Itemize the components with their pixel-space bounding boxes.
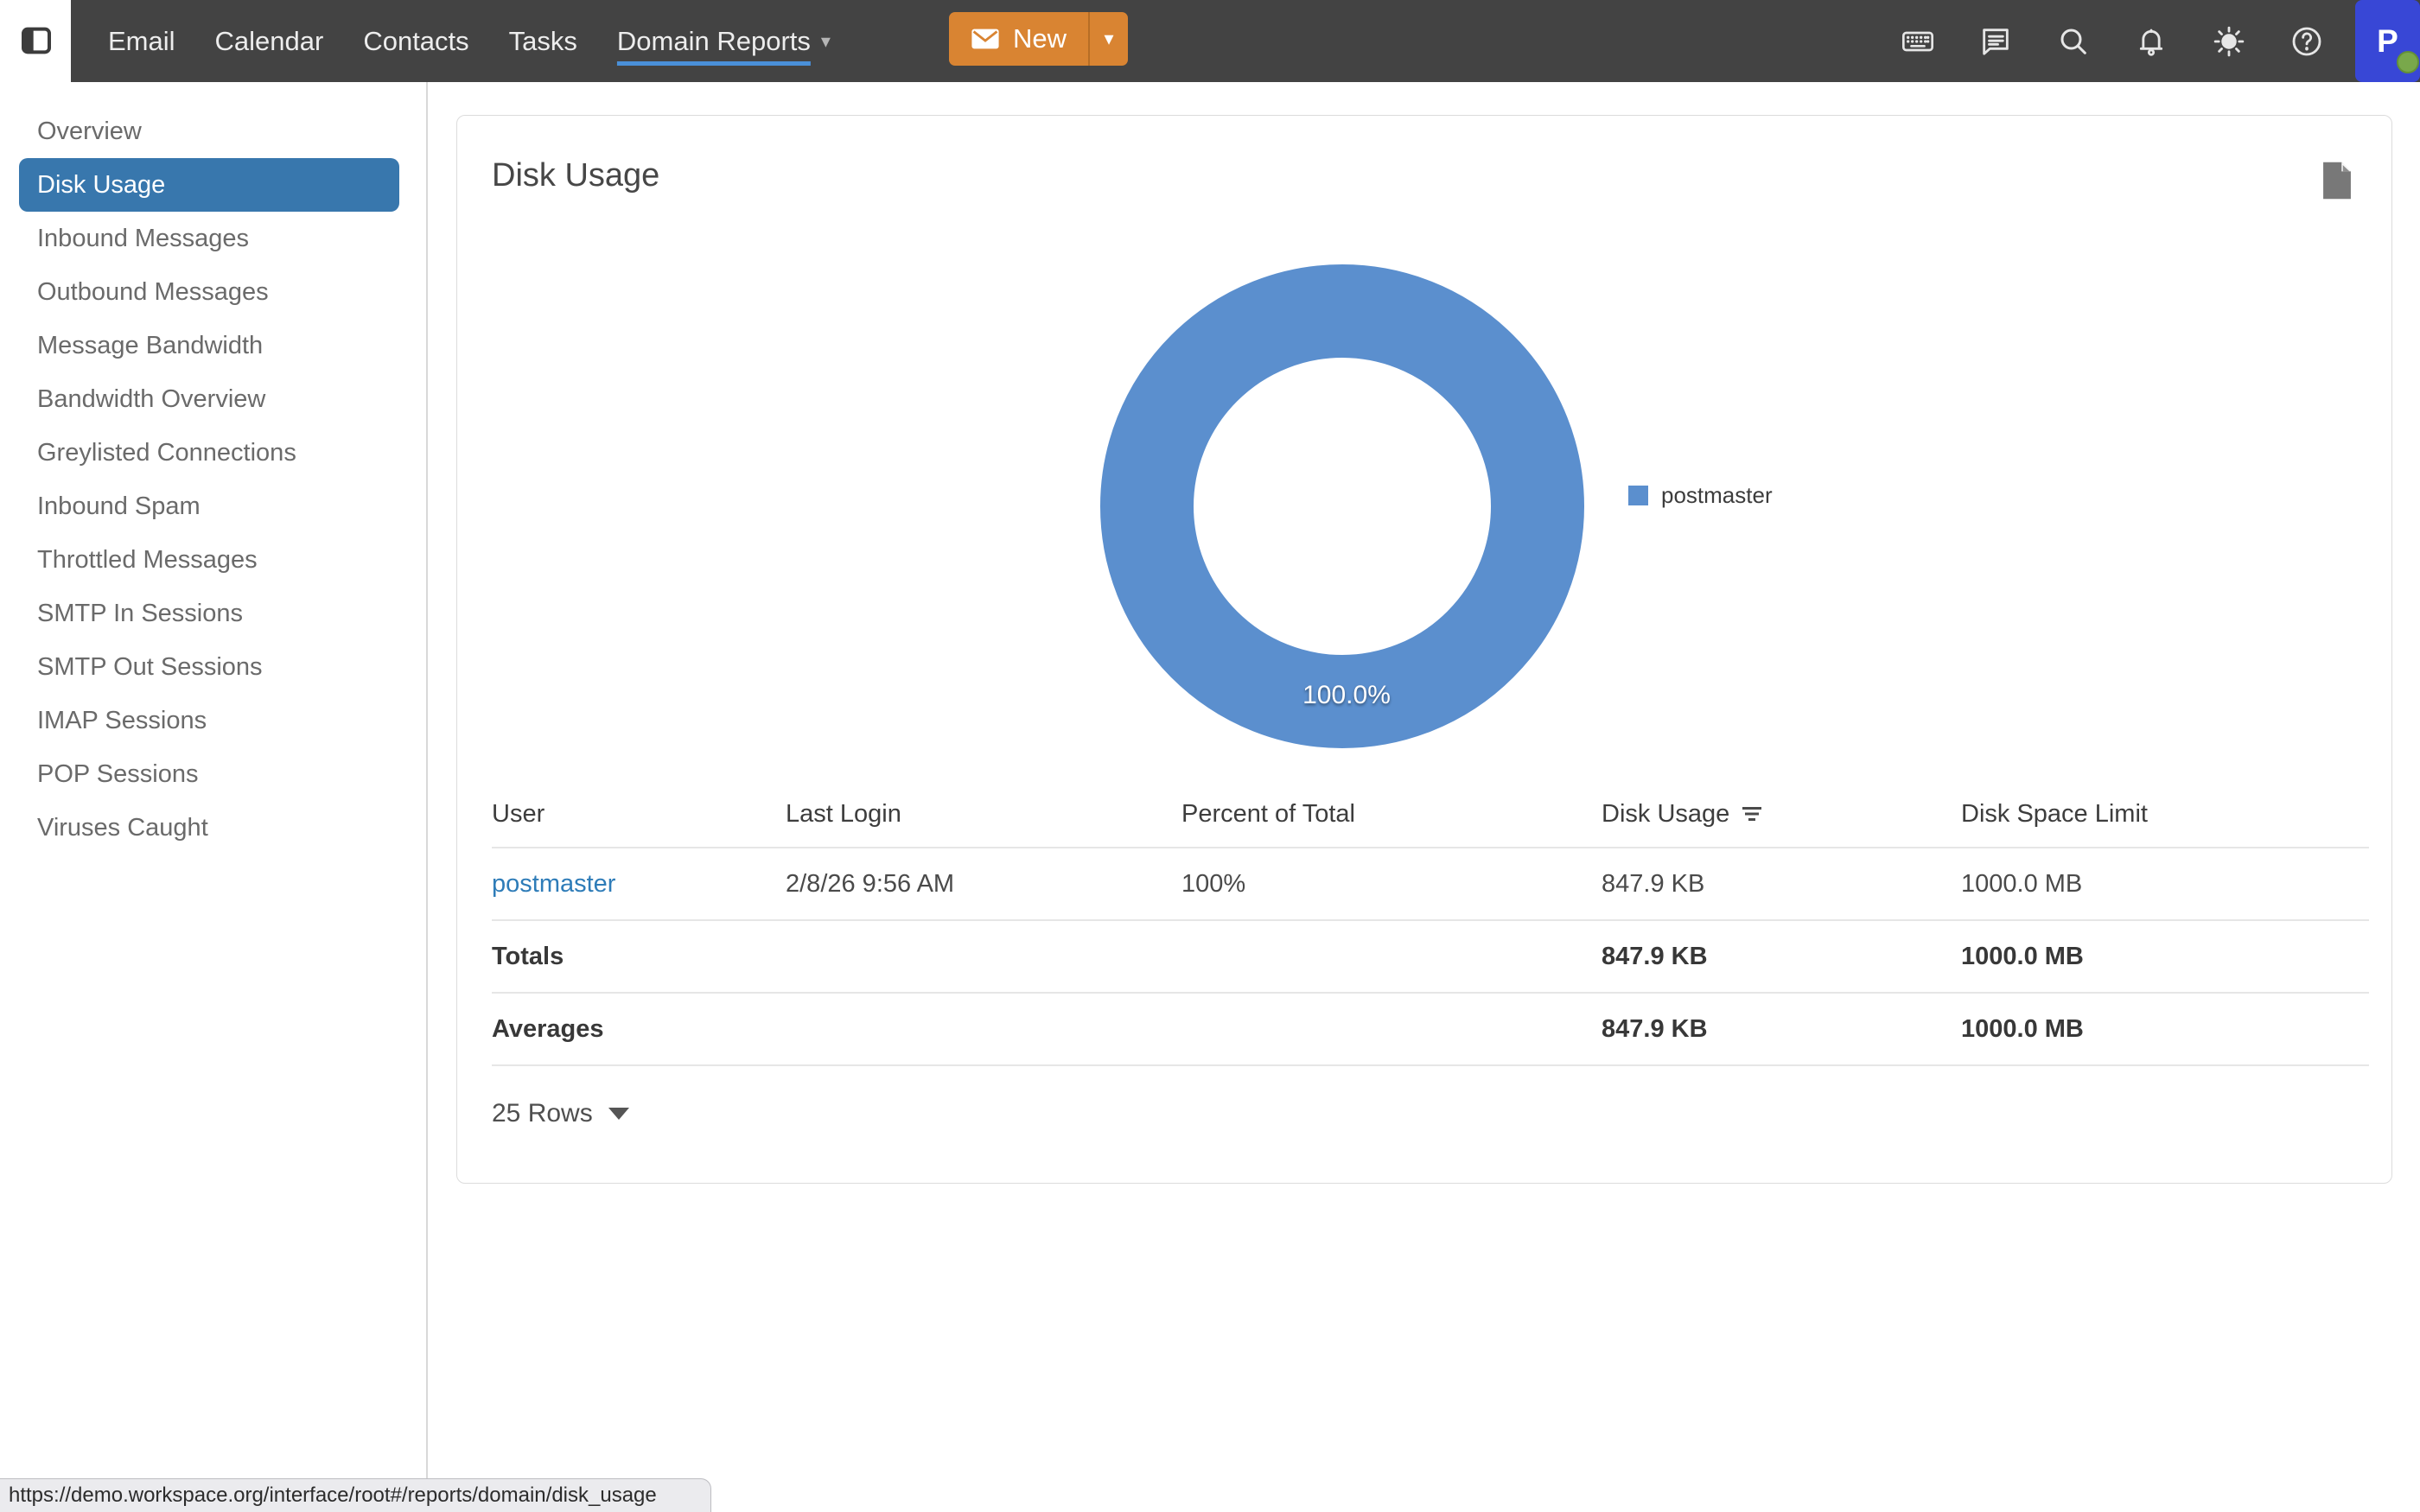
table-row: postmaster 2/8/26 9:56 AM 100% 847.9 KB … (492, 848, 2369, 921)
sidebar-item-disk-usage[interactable]: Disk Usage (19, 158, 399, 212)
column-header-disk-usage-label: Disk Usage (1602, 799, 1730, 828)
chevron-down-icon (608, 1108, 629, 1120)
sidebar-item-viruses-caught[interactable]: Viruses Caught (37, 813, 208, 842)
column-header-disk-space-limit[interactable]: Disk Space Limit (1961, 799, 2148, 828)
user-link-postmaster[interactable]: postmaster (492, 869, 616, 898)
nav-item-contacts[interactable]: Contacts (363, 25, 469, 56)
new-button[interactable]: New (949, 12, 1089, 66)
sidebar-item-bandwidth-overview[interactable]: Bandwidth Overview (37, 384, 266, 413)
nav-menu: Email Calendar Contacts Tasks Domain Rep… (108, 0, 831, 82)
cell-disk-usage: 847.9 KB (1602, 869, 1705, 898)
top-navbar: Email Calendar Contacts Tasks Domain Rep… (71, 0, 2420, 82)
nav-item-domain-reports[interactable]: Domain Reports ▾ (617, 26, 831, 57)
donut-chart[interactable] (1100, 264, 1584, 748)
averages-disk-usage: 847.9 KB (1602, 1014, 1708, 1043)
disk-usage-table: User Last Login Percent of Total Disk Us… (492, 781, 2369, 1066)
table-totals-row: Totals 847.9 KB 1000.0 MB (492, 921, 2369, 994)
nav-item-tasks[interactable]: Tasks (508, 25, 577, 56)
brightness-icon[interactable] (2212, 24, 2246, 59)
nav-icon-group (1901, 0, 2324, 82)
rows-per-page-label: 25 Rows (492, 1099, 593, 1128)
envelope-icon (971, 29, 999, 49)
link-preview-url: https://demo.workspace.org/interface/roo… (9, 1483, 657, 1507)
nav-item-email[interactable]: Email (108, 25, 175, 56)
column-header-last-login[interactable]: Last Login (786, 799, 901, 828)
new-dropdown-button[interactable]: ▾ (1088, 12, 1129, 66)
cell-percent-of-total: 100% (1181, 869, 1246, 898)
chevron-down-icon: ▾ (820, 29, 831, 52)
table-averages-row: Averages 847.9 KB 1000.0 MB (492, 994, 2369, 1066)
totals-label: Totals (492, 942, 564, 970)
link-preview-statusbar: https://demo.workspace.org/interface/roo… (0, 1478, 711, 1512)
new-split-button: New ▾ (949, 12, 1129, 66)
rows-per-page-selector[interactable]: 25 Rows (492, 1099, 629, 1128)
sidebar-list: Overview Disk Usage Inbound Messages Out… (0, 105, 426, 854)
sidebar-item-imap-sessions[interactable]: IMAP Sessions (37, 706, 207, 734)
donut-slice-label: 100.0% (1302, 681, 1391, 709)
sidebar-toggle-icon[interactable] (19, 23, 54, 58)
averages-disk-space-limit: 1000.0 MB (1961, 1014, 2084, 1043)
sidebar-item-message-bandwidth[interactable]: Message Bandwidth (37, 331, 264, 359)
column-header-disk-usage[interactable]: Disk Usage (1602, 800, 1961, 829)
presence-status-dot (2397, 51, 2419, 73)
nav-item-calendar[interactable]: Calendar (214, 25, 324, 56)
sidebar-item-outbound-messages[interactable]: Outbound Messages (37, 277, 269, 306)
sidebar-item-throttled-messages[interactable]: Throttled Messages (37, 545, 258, 574)
sidebar-item-smtp-out-sessions[interactable]: SMTP Out Sessions (37, 652, 263, 681)
chart-legend-item[interactable]: postmaster (1628, 482, 1773, 509)
avatar[interactable]: P (2355, 0, 2420, 82)
search-icon[interactable] (2056, 24, 2091, 59)
sidebar-item-smtp-in-sessions[interactable]: SMTP In Sessions (37, 599, 244, 627)
export-report-icon[interactable] (2319, 161, 2355, 200)
totals-disk-usage: 847.9 KB (1602, 942, 1708, 970)
sidebar-item-pop-sessions[interactable]: POP Sessions (37, 759, 199, 788)
new-button-label: New (1013, 23, 1067, 54)
cell-last-login: 2/8/26 9:56 AM (786, 869, 955, 898)
keyboard-icon[interactable] (1901, 24, 1935, 59)
nav-item-domain-reports-label: Domain Reports (616, 25, 811, 56)
sidebar-item-inbound-messages[interactable]: Inbound Messages (37, 224, 250, 252)
sidebar-item-greylisted-connections[interactable]: Greylisted Connections (37, 438, 296, 467)
totals-disk-space-limit: 1000.0 MB (1961, 942, 2084, 970)
column-header-percent-of-total[interactable]: Percent of Total (1181, 799, 1355, 828)
table-header-row: User Last Login Percent of Total Disk Us… (492, 781, 2369, 848)
navbar-corner (0, 0, 71, 82)
disk-usage-card: Disk Usage 100.0% postmaster User Last L… (456, 115, 2392, 1184)
column-header-user[interactable]: User (492, 799, 545, 828)
report-sidebar: Overview Disk Usage Inbound Messages Out… (0, 82, 426, 854)
help-icon[interactable] (2289, 24, 2324, 59)
cell-disk-space-limit: 1000.0 MB (1961, 869, 2083, 898)
sort-filter-icon (1742, 807, 1762, 821)
sidebar-item-inbound-spam[interactable]: Inbound Spam (37, 492, 201, 520)
chat-icon[interactable] (1978, 24, 2013, 59)
avatar-initial: P (2377, 22, 2398, 59)
sidebar-item-overview[interactable]: Overview (37, 117, 142, 145)
page-title: Disk Usage (492, 157, 660, 194)
averages-label: Averages (492, 1014, 604, 1043)
notifications-icon[interactable] (2134, 24, 2168, 59)
legend-label: postmaster (1661, 482, 1773, 508)
legend-swatch (1628, 486, 1648, 505)
sidebar-divider (426, 82, 428, 1512)
